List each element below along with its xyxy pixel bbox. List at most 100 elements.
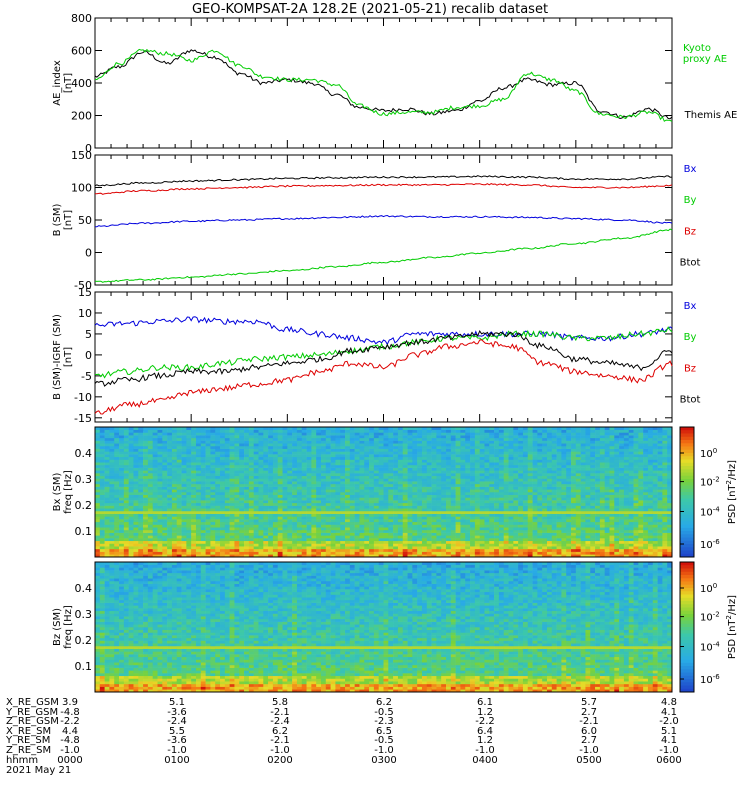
psd-cell [359,451,365,455]
psd-cell [383,505,389,509]
psd-cell [128,521,134,525]
psd-cell [229,451,235,455]
psd-cell [446,448,452,452]
psd-cell [171,529,178,533]
psd-cell [128,456,134,460]
psd-cell [263,532,269,536]
psd-cell [143,454,149,458]
psd-cell [503,478,509,482]
psd-cell [258,529,264,533]
psd-cell [167,467,173,471]
psd-cell [263,451,269,455]
psd-cell [162,448,168,452]
psd-cell [412,502,418,506]
psd-cell [119,467,125,471]
psd-cell [282,492,288,496]
psd-cell [258,429,264,433]
psd-cell [311,489,317,493]
psd-cell [248,454,254,458]
psd-cell [244,505,250,509]
psd-cell [508,454,514,458]
psd-cell [176,551,182,555]
psd-cell [349,535,355,539]
psd-cell [513,524,519,528]
psd-cell [421,532,428,536]
psd-cell [147,502,153,506]
psd-cell [292,502,298,506]
psd-cell [133,473,139,477]
psd-cell [489,529,495,533]
psd-cell [224,500,230,504]
psd-cell [123,473,129,477]
psd-cell [138,464,144,468]
psd-cell [446,456,452,460]
psd-cell [345,546,351,550]
psd-cell [210,429,216,433]
psd-cell [513,429,519,433]
psd-cell [407,494,413,498]
psd-cell [518,524,524,528]
psd-cell [95,551,101,555]
psd-cell [446,494,452,498]
psd-cell [316,459,322,463]
psd-cell [484,497,490,501]
psd-cell [311,459,317,463]
psd-cell [465,470,471,474]
psd-cell [546,470,553,474]
psd-cell [277,546,283,550]
psd-cell [542,448,548,452]
psd-cell [546,502,553,506]
psd-cell [306,527,312,531]
psd-cell [215,513,221,517]
psd-cell [494,443,500,447]
psd-cell [446,432,452,436]
psd-cell [388,529,394,533]
psd-cell [513,540,519,544]
psd-cell [104,459,110,463]
psd-cell [354,489,360,493]
psd-cell [532,548,538,552]
psd-cell [383,451,389,455]
psd-cell [215,459,221,463]
psd-cell [455,486,461,490]
psd-cell [186,524,192,528]
psd-cell [426,527,432,531]
psd-cell [503,516,509,520]
psd-cell [181,516,187,520]
psd-cell [258,427,264,431]
psd-cell [373,500,379,504]
series-line-kyoto-proxy-ae [94,48,673,122]
psd-cell [460,543,466,547]
psd-cell [498,505,505,509]
psd-cell [470,489,476,493]
psd-cell [455,508,461,512]
psd-cell [152,497,158,501]
psd-cell [234,478,240,482]
psd-cell [489,427,495,431]
psd-cell [412,519,418,523]
psd-cell [551,502,557,506]
psd-cell [234,532,240,536]
psd-cell [311,497,317,501]
psd-cell [253,532,259,536]
psd-cell [104,492,110,496]
psd-cell [431,483,437,487]
psd-cell [441,532,447,536]
psd-cell [171,464,178,468]
psd-cell [162,429,168,433]
psd-cell [455,473,461,477]
psd-cell [104,435,110,439]
psd-cell [498,435,505,439]
psd-cell [455,470,461,474]
psd-cell [287,508,293,512]
psd-cell [272,497,279,501]
psd-cell [460,500,466,504]
psd-cell [147,478,153,482]
psd-cell [210,464,216,468]
psd-cell [474,448,480,452]
psd-cell [147,451,153,455]
psd-cell [167,473,173,477]
psd-cell [460,440,466,444]
psd-cell [167,546,173,550]
psd-cell [147,516,153,520]
